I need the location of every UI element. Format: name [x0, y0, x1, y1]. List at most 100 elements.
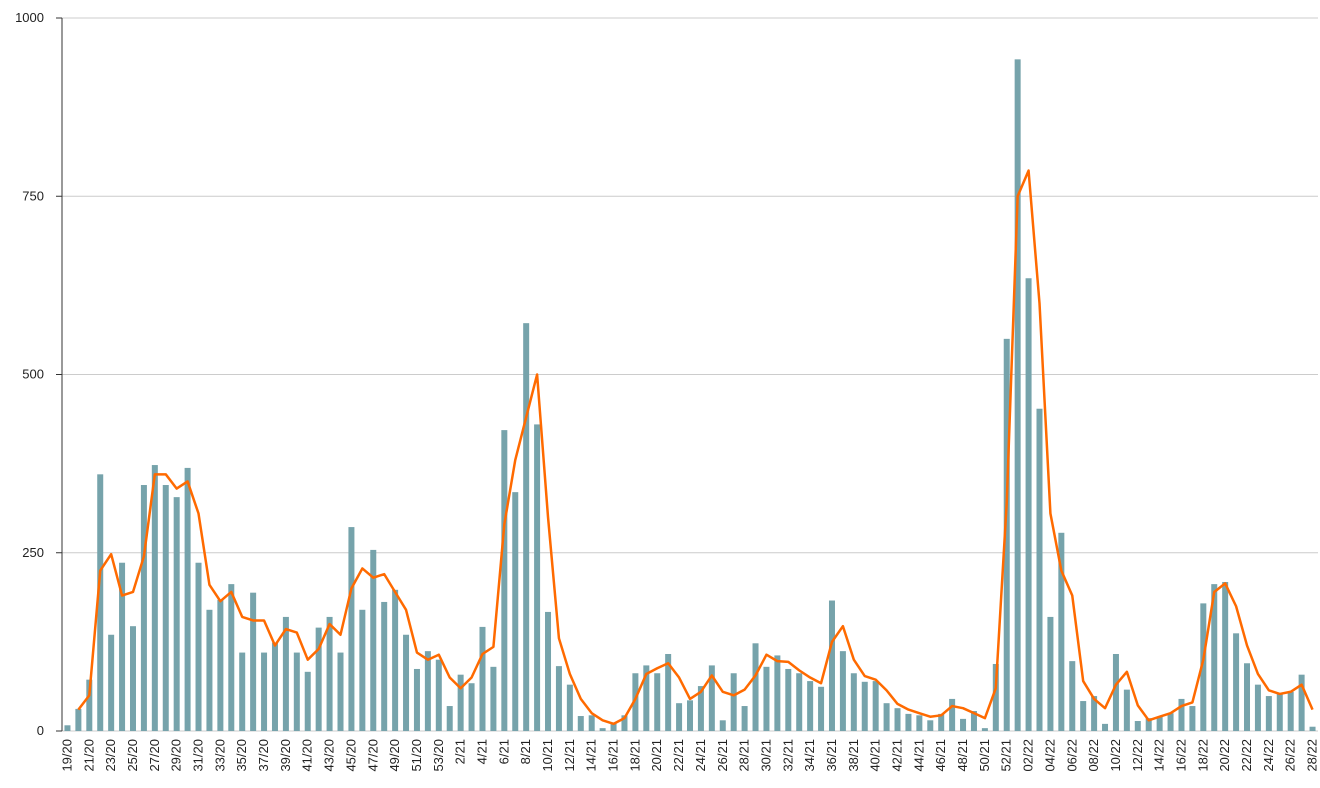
bar	[555, 666, 562, 731]
bar	[1189, 706, 1196, 731]
bar	[370, 549, 377, 731]
bar	[1145, 718, 1152, 731]
bar	[173, 497, 180, 731]
bar	[534, 424, 541, 731]
x-tick-label: 53/20	[431, 739, 446, 772]
bar	[774, 655, 781, 731]
bar	[1069, 661, 1076, 731]
bar	[1265, 696, 1272, 731]
x-tick-label: 32/21	[780, 739, 795, 772]
bar	[741, 706, 748, 731]
bar	[1003, 338, 1010, 731]
bar	[119, 562, 126, 731]
x-tick-label: 26/21	[715, 739, 730, 772]
bar	[861, 681, 868, 731]
bar	[1244, 663, 1251, 731]
bar	[1036, 408, 1043, 731]
x-tick-label: 46/21	[933, 739, 948, 772]
bar	[108, 634, 115, 731]
x-tick-label: 52/21	[999, 739, 1014, 772]
bar	[315, 627, 322, 731]
bar	[938, 713, 945, 731]
bar	[566, 684, 573, 731]
x-tick-label: 47/20	[365, 739, 380, 772]
x-tick-label: 10/21	[540, 739, 555, 772]
bar	[359, 609, 366, 731]
bar	[501, 430, 508, 731]
x-tick-label: 26/22	[1283, 739, 1298, 772]
bar	[381, 601, 388, 731]
bar	[435, 659, 442, 731]
bar	[1080, 701, 1087, 731]
bar	[1200, 603, 1207, 731]
bar	[981, 728, 988, 731]
x-tick-label: 12/22	[1130, 739, 1145, 772]
x-tick-label: 21/20	[81, 739, 96, 772]
x-tick-label: 38/21	[846, 739, 861, 772]
bar	[752, 643, 759, 731]
x-tick-label: 8/21	[518, 739, 533, 764]
bar	[1025, 278, 1032, 731]
bar	[872, 681, 879, 731]
bar	[413, 668, 420, 731]
bar	[1047, 616, 1054, 731]
x-tick-label: 28/21	[737, 739, 752, 772]
x-tick-label: 19/20	[59, 739, 74, 772]
bar	[1102, 723, 1109, 731]
bar	[228, 584, 235, 731]
x-tick-label: 2/21	[453, 739, 468, 764]
bar	[195, 562, 202, 731]
bar	[348, 527, 355, 731]
x-tick-label: 45/20	[343, 739, 358, 772]
x-tick-label: 33/20	[212, 739, 227, 772]
bar	[545, 611, 552, 731]
x-tick-label: 20/21	[649, 739, 664, 772]
bar	[730, 673, 737, 731]
bar	[239, 652, 246, 731]
x-tick-label: 20/22	[1217, 739, 1232, 772]
bar	[75, 708, 82, 731]
bar	[261, 652, 268, 731]
bar	[599, 728, 606, 731]
bar	[1112, 653, 1119, 731]
bar	[1058, 532, 1065, 731]
bar	[1123, 689, 1130, 731]
bar	[162, 485, 169, 731]
x-tick-label: 22/21	[671, 739, 686, 772]
x-tick-label: 14/22	[1152, 739, 1167, 772]
bar	[1298, 674, 1305, 731]
x-tick-label: 18/21	[627, 739, 642, 772]
bar	[392, 589, 399, 731]
bar	[818, 686, 825, 731]
x-tick-label: 04/22	[1042, 739, 1057, 772]
x-tick-label: 6/21	[496, 739, 511, 764]
bar	[1233, 633, 1240, 731]
bar	[927, 720, 934, 731]
x-tick-label: 36/21	[824, 739, 839, 772]
bar	[643, 665, 650, 731]
bar	[206, 609, 213, 731]
x-tick-label: 50/21	[977, 739, 992, 772]
bar	[992, 663, 999, 731]
bar	[796, 673, 803, 731]
bar	[271, 642, 278, 731]
bar	[1014, 59, 1021, 731]
x-tick-label: 24/22	[1261, 739, 1276, 772]
x-tick-label: 25/20	[125, 739, 140, 772]
bar	[610, 722, 617, 731]
bar	[479, 626, 486, 731]
bar	[1167, 713, 1174, 731]
bar	[850, 673, 857, 731]
x-tick-label: 41/20	[300, 739, 315, 772]
bar	[839, 651, 846, 731]
x-tick-label: 10/22	[1108, 739, 1123, 772]
x-tick-label: 43/20	[322, 739, 337, 772]
bar	[523, 323, 530, 731]
bar	[905, 713, 912, 731]
bar	[337, 652, 344, 731]
x-tick-label: 51/20	[409, 739, 424, 772]
bar	[184, 467, 191, 731]
bar	[894, 708, 901, 731]
x-tick-label: 23/20	[103, 739, 118, 772]
